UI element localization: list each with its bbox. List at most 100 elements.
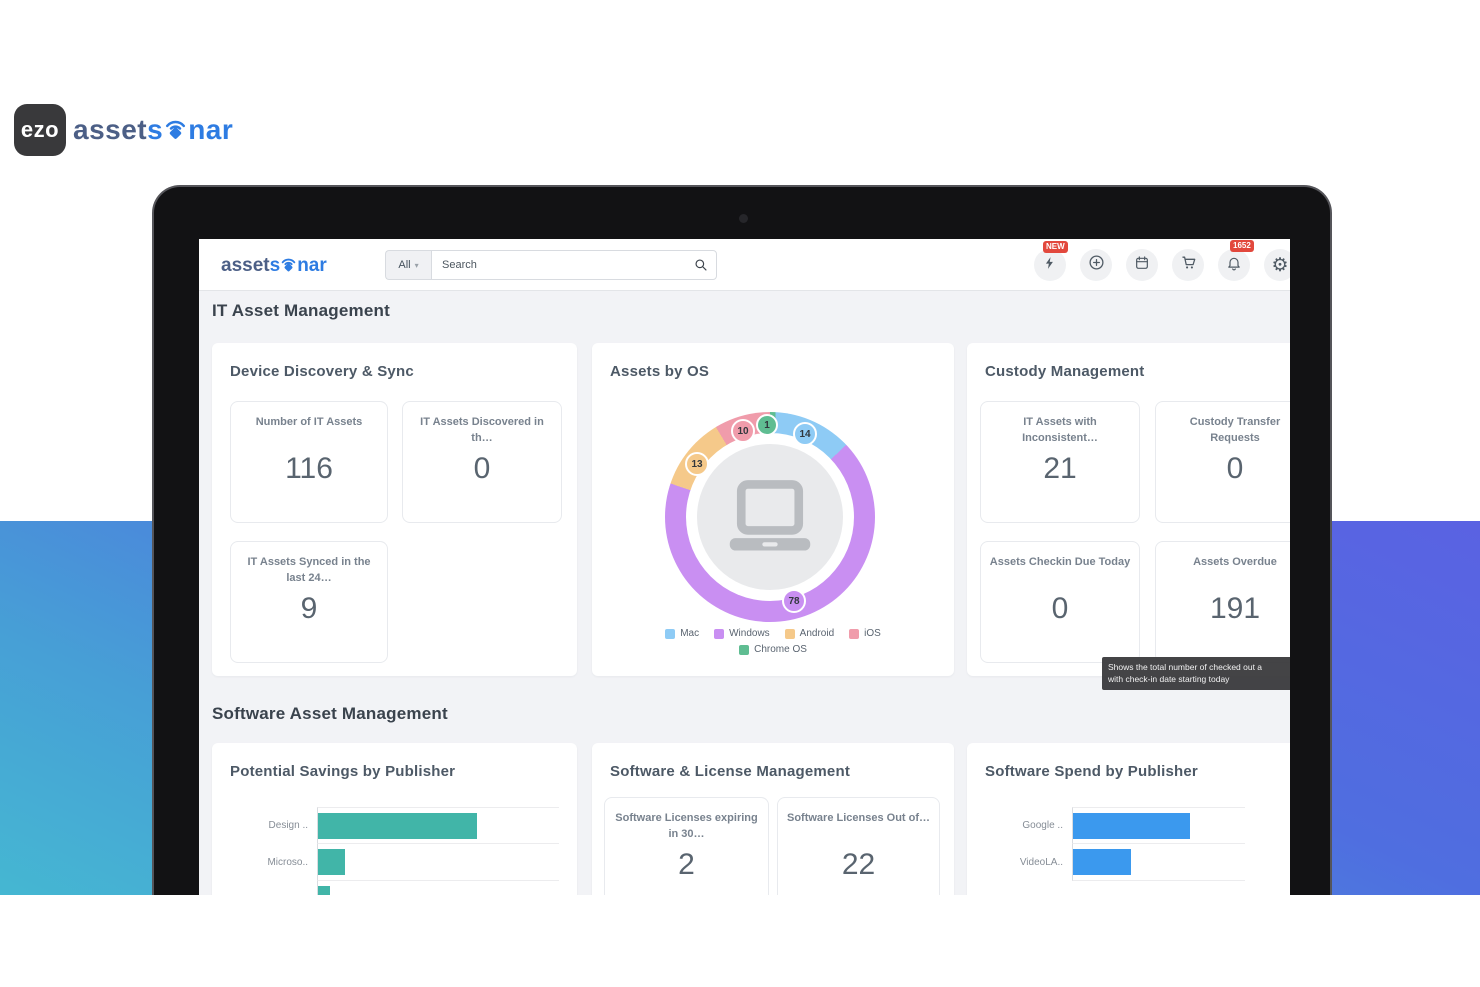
whats-new-button[interactable]: NEW <box>1034 241 1068 281</box>
search-input[interactable] <box>431 250 717 280</box>
bar-category-label: Google .. <box>1022 820 1063 831</box>
stat-label: IT Assets Synced in the last 24… <box>247 556 371 584</box>
bar-row[interactable]: Design .. <box>212 807 577 844</box>
add-button[interactable] <box>1080 249 1112 281</box>
donut-value-chromeos: 1 <box>756 414 778 436</box>
legend-label: iOS <box>864 628 881 639</box>
tooltip-line: with check-in date starting today <box>1108 674 1230 685</box>
app-logo[interactable]: asset s nar <box>221 253 327 278</box>
legend-label: Chrome OS <box>754 644 807 655</box>
legend-swatch <box>714 628 725 639</box>
new-badge: NEW <box>1043 241 1068 253</box>
legend-swatch <box>665 628 676 639</box>
laptop-glyph-circle <box>697 444 843 590</box>
card-title: Software Spend by Publisher <box>985 763 1198 780</box>
bar-category-label: VideoLA.. <box>1019 857 1063 868</box>
stat-value: 21 <box>1043 452 1077 485</box>
stat-tile-assets-checkin-due-today[interactable]: Assets Checkin Due Today 0 <box>980 541 1140 663</box>
donut-value-windows: 78 <box>782 589 806 613</box>
tooltip-assets-overdue: Shows the total number of checked out a … <box>1102 657 1290 690</box>
savings-bar-chart: Design .. Microso.. <box>212 807 577 895</box>
stat-label: Custody Transfer Requests <box>1189 416 1281 444</box>
card-software-license-management: Software & License Management Software L… <box>592 743 954 895</box>
stat-label: IT Assets Discovered in th… <box>420 416 544 444</box>
chevron-down-icon: ▾ <box>414 260 419 270</box>
stat-tile-licenses-expiring[interactable]: Software Licenses expiring in 30… 2 <box>604 797 769 895</box>
legend-item-ios[interactable]: iOS <box>849 628 881 639</box>
wordmark-s: s <box>147 114 164 145</box>
stat-value: 0 <box>1226 452 1244 485</box>
notifications-button[interactable]: 1652 <box>1218 240 1254 281</box>
settings-button[interactable]: ⚙ <box>1264 249 1290 281</box>
stat-tile-it-assets-discovered[interactable]: IT Assets Discovered in th… 0 <box>402 401 562 523</box>
card-title: Custody Management <box>985 363 1145 380</box>
stat-tile-licenses-out-of[interactable]: Software Licenses Out of… 22 <box>777 797 940 895</box>
stat-label: Assets Checkin Due Today <box>989 556 1131 568</box>
bar-row[interactable]: VideoLA.. <box>967 844 1290 881</box>
plus-circle-icon <box>1088 254 1105 276</box>
tooltip-line: Shows the total number of checked out a <box>1108 662 1263 672</box>
card-title: Potential Savings by Publisher <box>230 763 456 780</box>
stat-label: Software Licenses expiring in 30… <box>615 812 758 840</box>
ezo-assetsonar-logo: ezo asset s nar <box>14 104 233 156</box>
bar-row[interactable] <box>212 881 577 895</box>
stat-tile-it-assets-synced[interactable]: IT Assets Synced in the last 24… 9 <box>230 541 388 663</box>
donut-value-android: 13 <box>685 452 709 476</box>
bar <box>318 849 345 875</box>
stat-label: Assets Overdue <box>1193 556 1277 568</box>
card-device-discovery-sync: Device Discovery & Sync Number of IT Ass… <box>212 343 577 676</box>
card-title: Device Discovery & Sync <box>230 363 414 380</box>
stat-value: 9 <box>300 592 318 625</box>
global-search: All ▾ <box>385 250 717 280</box>
laptop-icon <box>729 480 811 551</box>
card-title: Assets by OS <box>610 363 710 380</box>
bar-category-label: Microso.. <box>267 857 308 868</box>
stat-value: 0 <box>1051 592 1069 625</box>
section-title-it-asset-management: IT Asset Management <box>212 301 390 320</box>
legend-item-windows[interactable]: Windows <box>714 628 770 639</box>
card-potential-savings-by-publisher: Potential Savings by Publisher Design ..… <box>212 743 577 895</box>
ezo-logo-box: ezo <box>14 104 66 156</box>
bar <box>318 813 478 839</box>
legend-item-mac[interactable]: Mac <box>665 628 699 639</box>
os-donut-chart[interactable] <box>665 412 875 622</box>
os-legend: Mac Windows Android iOS Chrome OS <box>592 628 954 655</box>
sonar-o-icon <box>162 116 189 149</box>
legend-item-chromeos[interactable]: Chrome OS <box>739 644 807 655</box>
search-scope-dropdown[interactable]: All ▾ <box>385 250 431 280</box>
stat-tile-number-of-it-assets[interactable]: Number of IT Assets 116 <box>230 401 388 523</box>
stat-value: 191 <box>1209 592 1261 625</box>
legend-label: Windows <box>729 628 770 639</box>
bar-row[interactable]: Microso.. <box>212 844 577 881</box>
legend-label: Android <box>799 628 835 639</box>
gear-icon: ⚙ <box>1271 254 1289 276</box>
app-logo-nar: nar <box>297 254 327 276</box>
bell-icon <box>1226 255 1242 276</box>
cart-icon <box>1180 254 1197 276</box>
notification-count-badge: 1652 <box>1230 240 1254 252</box>
card-title: Software & License Management <box>610 763 851 780</box>
stat-value: 116 <box>285 452 333 485</box>
stat-value: 2 <box>678 848 695 881</box>
cart-button[interactable] <box>1172 249 1204 281</box>
lightning-icon <box>1043 256 1057 275</box>
stat-label: IT Assets with Inconsistent… <box>1022 416 1098 444</box>
stat-value: 22 <box>841 848 876 881</box>
donut-value-ios: 10 <box>731 419 755 443</box>
wordmark-asset: asset <box>73 114 148 145</box>
stat-tile-inconsistent-assets[interactable]: IT Assets with Inconsistent… 21 <box>980 401 1140 523</box>
calendar-button[interactable] <box>1126 249 1158 281</box>
bar-row[interactable]: Google .. <box>967 807 1290 844</box>
stat-tile-custody-transfer-requests[interactable]: Custody Transfer Requests 0 <box>1155 401 1290 523</box>
legend-item-android[interactable]: Android <box>784 628 835 639</box>
spend-bar-chart: Google .. VideoLA.. <box>967 807 1290 881</box>
app-sonar-o-icon <box>279 255 298 280</box>
card-custody-management: Custody Management IT Assets with Incons… <box>967 343 1290 676</box>
card-assets-by-os: Assets by OS 1 14 78 13 10 Mac Windows A <box>592 343 954 676</box>
legend-swatch <box>784 628 795 639</box>
stat-tile-assets-overdue[interactable]: Assets Overdue 191 <box>1155 541 1290 663</box>
